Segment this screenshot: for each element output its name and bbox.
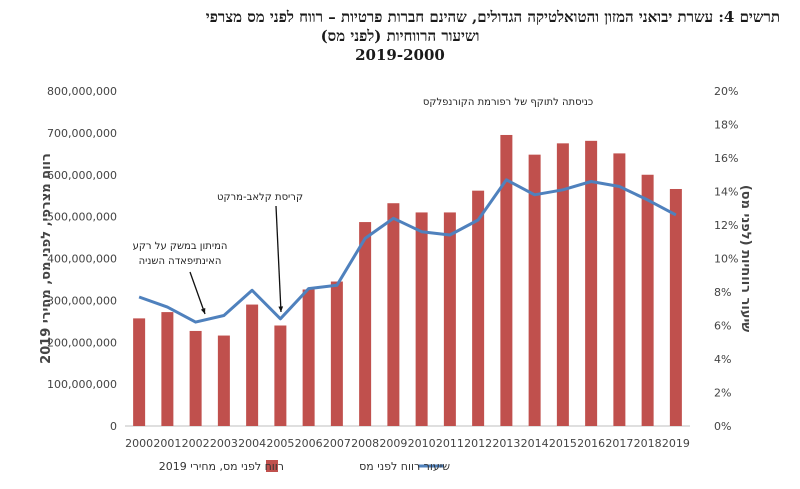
x-tick-label: 2009 <box>379 437 407 450</box>
bar-profit <box>669 188 682 426</box>
y-right-tick-label: 18% <box>714 119 738 132</box>
y-right-tick-label: 8% <box>714 286 731 299</box>
annotation-recession-arrow-head <box>200 308 206 314</box>
bar-profit <box>133 318 146 426</box>
y-left-axis-label: רווח מצרפי, לפני מס, מחירי 2019 <box>39 153 54 364</box>
bar-profit <box>359 222 372 426</box>
x-tick-label: 2019 <box>662 437 690 450</box>
y-left-tick-label: 600,000,000 <box>47 169 117 182</box>
chart-subtitle: ושיעור הרווחיות (לפני מס) <box>320 27 480 45</box>
x-tick-label: 2003 <box>210 437 238 450</box>
bar-profit <box>161 312 174 426</box>
bar-profit <box>415 212 428 426</box>
legend-label-line: שיעור רווח לפני מס <box>359 460 450 473</box>
y-right-tick-label: 0% <box>714 420 731 433</box>
y-right-tick-label: 4% <box>714 353 731 366</box>
x-tick-label: 2014 <box>521 437 549 450</box>
annotation-clubmarket: קריסת קלאב-מרקט <box>217 192 303 203</box>
x-tick-label: 2000 <box>125 437 153 450</box>
y-right-tick-label: 10% <box>714 253 738 266</box>
annotation-recession-line1: המיתון במשק על רקע <box>133 241 228 252</box>
line-profit-rate <box>138 178 677 324</box>
y-right-tick-label: 2% <box>714 387 731 400</box>
bar-profit <box>472 190 485 426</box>
x-tick-label: 2013 <box>492 437 520 450</box>
x-tick-label: 2007 <box>323 437 351 450</box>
y-right-tick-label: 20% <box>714 85 738 98</box>
y-right-tick-label: 12% <box>714 219 738 232</box>
x-tick-label: 2015 <box>549 437 577 450</box>
annotation-clubmarket-arrow <box>275 205 282 313</box>
bar-profit <box>387 203 400 426</box>
chart-title-block: תרשים 4: עשרת יבואני המזון והטואלטיקה הג… <box>0 8 800 65</box>
chart-title: תרשים 4: עשרת יבואני המזון והטואלטיקה הג… <box>205 8 780 26</box>
bar-profit <box>641 174 654 426</box>
y-left-tick-label: 400,000,000 <box>47 253 117 266</box>
x-tick-label: 2002 <box>182 437 210 450</box>
x-tick-label: 2008 <box>351 437 379 450</box>
bar-profit <box>443 212 456 426</box>
x-tick-label: 2004 <box>238 437 266 450</box>
bar-profit <box>274 325 287 426</box>
x-tick-label: 2006 <box>295 437 323 450</box>
legend-label-bars: רווח לפני מס, מחירי 2019 <box>159 460 284 473</box>
y-left-tick-label: 700,000,000 <box>47 127 117 140</box>
y-left-tick-label: 300,000,000 <box>47 294 117 307</box>
y-right-tick-label: 6% <box>714 320 731 333</box>
x-tick-label: 2010 <box>408 437 436 450</box>
x-tick-label: 2012 <box>464 437 492 450</box>
y-left-tick-label: 100,000,000 <box>47 378 117 391</box>
annotation-recession-arrow <box>189 271 206 315</box>
y-left-tick-label: 500,000,000 <box>47 211 117 224</box>
bar-profit <box>217 335 230 426</box>
bar-profit <box>246 304 259 426</box>
legend-swatch-bars <box>266 460 278 472</box>
x-tick-label: 2018 <box>634 437 662 450</box>
y-right-tick-label: 14% <box>714 186 738 199</box>
annotation-recession-line2: האינתיפאדה השניה <box>139 256 222 267</box>
y-right-axis-label: שיעור רווחיות (לפני מס) <box>738 185 753 332</box>
bar-profit <box>585 140 598 427</box>
bar-profit <box>330 281 343 426</box>
x-tick-label: 2011 <box>436 437 464 450</box>
bar-profit <box>302 289 315 426</box>
chart-years: 2019-2000 <box>355 46 445 64</box>
bar-profit <box>500 134 513 426</box>
annotation-clubmarket-arrow-head <box>278 306 284 312</box>
bar-profit <box>189 330 202 426</box>
y-left-tick-label: 800,000,000 <box>47 85 117 98</box>
annotation-cornflakes-reform: כניסתה לתוקף של רפורמת הקורנפלקס <box>423 97 593 108</box>
x-tick-label: 2016 <box>577 437 605 450</box>
x-tick-label: 2005 <box>266 437 294 450</box>
y-left-tick-label: 200,000,000 <box>47 336 117 349</box>
bar-profit <box>556 143 569 426</box>
bar-profit <box>613 153 626 427</box>
y-right-tick-label: 16% <box>714 152 738 165</box>
y-left-tick-label: 0 <box>110 420 117 433</box>
bar-profit <box>528 154 541 426</box>
x-tick-label: 2017 <box>605 437 633 450</box>
x-tick-label: 2001 <box>153 437 181 450</box>
